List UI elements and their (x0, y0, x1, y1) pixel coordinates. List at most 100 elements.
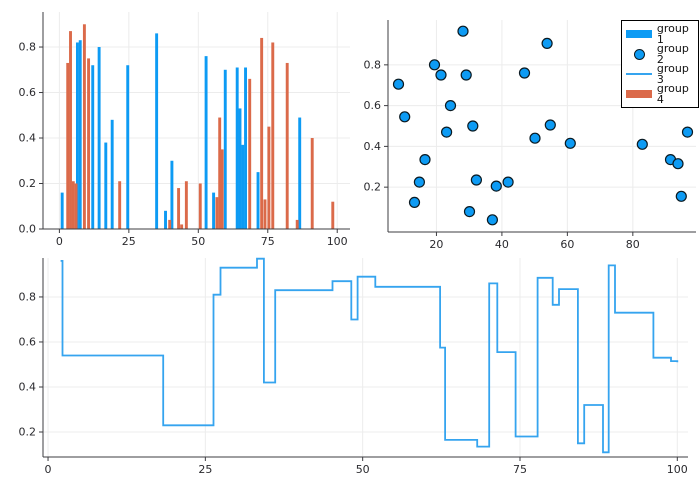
y-tick-label: 0.6 (19, 336, 37, 349)
x-tick-label: 50 (356, 463, 370, 476)
orange-bars-bar (177, 188, 181, 229)
orange-bars-bar (198, 183, 202, 229)
orange-bars-bar (260, 37, 264, 230)
y-tick-label: 0.4 (364, 140, 382, 153)
blue-bars-bar (223, 69, 227, 229)
blue-bars-bar (244, 67, 247, 229)
scatter-point (486, 214, 498, 226)
step-plot-panel: 0 25 50 75 100 0.2 0.4 0.6 0.8 (0, 250, 700, 500)
scatter-point (463, 206, 476, 218)
legend-swatch-cell (622, 48, 657, 60)
blue-bars-bar (155, 33, 159, 229)
legend-label-group-1: group 1 (656, 22, 689, 46)
legend-label-group-4: group 4 (656, 82, 689, 106)
orange-bars-bar (168, 219, 172, 229)
y-tick-label: 0.8 (19, 41, 37, 54)
scatter-point (413, 176, 426, 188)
legend-item-group-3: group 3 (622, 62, 698, 86)
step-line (60, 257, 679, 454)
scatter-point (392, 78, 405, 90)
blue-bars-bar (126, 65, 130, 229)
blue-bars-bar (170, 160, 174, 229)
blue-bars-bar (110, 119, 114, 229)
scatter-point (490, 180, 502, 192)
scatter-point (460, 69, 472, 81)
x-tick-label: 25 (198, 463, 212, 476)
blue-bars-bar (298, 117, 302, 229)
orange-bars-bar (180, 224, 184, 229)
scatter-point (440, 126, 453, 138)
legend: group 1 group 2 group 3 group 4 (621, 20, 699, 108)
orange-bars-bar (69, 31, 72, 229)
scatter-point (564, 137, 576, 149)
orange-bars-bar (263, 199, 267, 229)
orange-bars-bar (267, 126, 271, 229)
bar-chart: 0 25 50 75 100 0.0 0.2 0.4 0.6 0.8 (19, 12, 350, 248)
orange-bars-bar (118, 181, 122, 229)
blue-bars-bar (97, 47, 101, 229)
scatter-point (518, 67, 531, 79)
x-tick-label: 50 (191, 235, 205, 248)
y-tick-label: 0.6 (19, 86, 37, 99)
legend-item-group-4: group 4 (622, 82, 698, 106)
bar-swatch-orange-icon (626, 90, 653, 98)
orange-bars-bar (66, 62, 70, 230)
scatter-point (636, 138, 648, 150)
x-tick-label: 100 (667, 463, 688, 476)
legend-label-group-3: group 3 (656, 62, 689, 86)
x-tick-label: 0 (56, 235, 63, 248)
scatter-plot-panel: 20 40 60 80 0.2 0.4 0.6 0.8 group 1 group 2 gro… (360, 0, 700, 250)
scatter-point (457, 25, 469, 37)
blue-bars-bar (256, 172, 260, 229)
blue-bars-bar (78, 40, 82, 230)
orange-bars-bar (218, 117, 222, 229)
blue-bars-bar (241, 144, 245, 229)
circle-marker-swatch-icon (633, 48, 645, 60)
orange-bars-bar (82, 24, 86, 230)
legend-swatch-cell (622, 73, 657, 75)
scatter-point (467, 120, 479, 132)
y-tick-label: 0.8 (364, 58, 382, 71)
y-tick-label: 0.6 (364, 99, 382, 112)
scatter-point (672, 158, 684, 170)
y-tick-label: 0.2 (19, 177, 37, 190)
blue-bars-bar (212, 192, 216, 229)
scatter-point (541, 37, 553, 50)
x-tick-label: 80 (626, 238, 640, 250)
scatter-point (399, 111, 411, 123)
scatter-point (419, 154, 431, 166)
blue-bars-bar (60, 192, 64, 229)
step-plot: 0 25 50 75 100 0.2 0.4 0.6 0.8 (19, 257, 688, 476)
blue-bars-bar (91, 65, 95, 229)
x-tick-label: 75 (261, 235, 275, 248)
x-tick-label: 100 (327, 235, 348, 248)
scatter-point (529, 132, 541, 144)
scatter-point (435, 69, 447, 81)
x-tick-label: 20 (429, 238, 443, 250)
x-tick-label: 0 (45, 463, 52, 476)
scatter-point (444, 99, 457, 112)
scatter-point (428, 59, 441, 71)
scatter-point (544, 119, 556, 131)
bar-chart-panel: 0 25 50 75 100 0.0 0.2 0.4 0.6 0.8 (0, 0, 360, 250)
scatter-point (470, 174, 483, 186)
blue-bars-bar (235, 67, 239, 229)
legend-item-group-2: group 2 (622, 42, 698, 66)
orange-bars-bar (331, 201, 335, 229)
orange-bars-bar (248, 78, 252, 230)
orange-bars-bar (184, 181, 188, 229)
legend-swatch-cell (622, 90, 657, 98)
orange-bars-bar (87, 58, 91, 230)
legend-label-group-2: group 2 (656, 42, 689, 66)
orange-bars-bar (285, 62, 289, 230)
orange-bars-bar (310, 138, 314, 229)
blue-bars-bar (238, 108, 242, 229)
y-tick-label: 0.2 (364, 181, 382, 194)
y-tick-label: 0.4 (19, 381, 37, 394)
scatter-point (681, 126, 694, 138)
blue-bars-bar (204, 56, 208, 229)
blue-bars-bar (75, 42, 79, 230)
orange-bars-bar (71, 181, 75, 229)
y-tick-label: 0.2 (19, 426, 37, 439)
